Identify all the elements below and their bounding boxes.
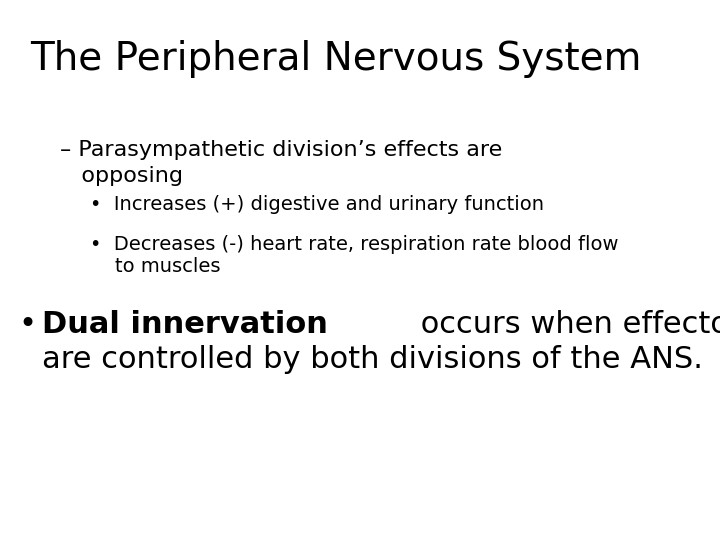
Text: opposing: opposing (60, 166, 183, 186)
Text: are controlled by both divisions of the ANS.: are controlled by both divisions of the … (42, 345, 703, 374)
Text: •  Decreases (-) heart rate, respiration rate blood flow: • Decreases (-) heart rate, respiration … (90, 235, 618, 254)
Text: occurs when effectors: occurs when effectors (411, 310, 720, 339)
Text: to muscles: to muscles (90, 257, 220, 276)
Text: Dual innervation: Dual innervation (42, 310, 328, 339)
Text: •  Increases (+) digestive and urinary function: • Increases (+) digestive and urinary fu… (90, 195, 544, 214)
Text: The Peripheral Nervous System: The Peripheral Nervous System (30, 40, 642, 78)
Text: •: • (18, 310, 36, 339)
Text: – Parasympathetic division’s effects are: – Parasympathetic division’s effects are (60, 140, 503, 160)
